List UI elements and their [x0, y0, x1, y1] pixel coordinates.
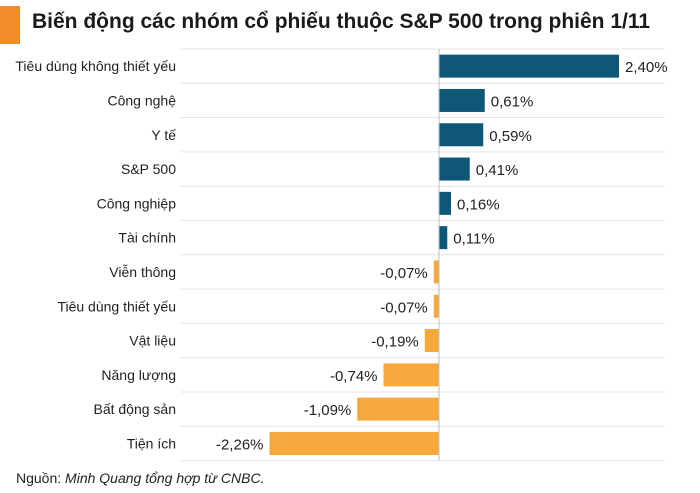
- category-label: Tiêu dùng thiết yếu: [57, 298, 176, 314]
- bar: [439, 88, 485, 112]
- bar: [439, 226, 448, 250]
- category-label: Y tế: [151, 127, 176, 143]
- category-label: Công nghệ: [107, 92, 176, 108]
- bar: [439, 54, 619, 78]
- data-label: -1,09%: [304, 402, 352, 419]
- data-label: 0,11%: [453, 231, 494, 248]
- category-label: Vật liệu: [129, 333, 176, 349]
- title-accent-bar: [0, 6, 20, 44]
- category-label: S&P 500: [121, 161, 176, 177]
- category-label: Năng lượng: [101, 367, 176, 383]
- bar: [269, 431, 439, 455]
- source-note: Nguồn: Minh Quang tổng hợp từ CNBC.: [16, 470, 264, 486]
- data-label: -2,26%: [216, 436, 264, 453]
- category-label: Công nghiệp: [97, 195, 177, 211]
- data-label: -0,07%: [380, 299, 428, 316]
- data-label: -0,07%: [380, 265, 428, 282]
- category-label: Viễn thông: [109, 264, 176, 280]
- data-label: 0,41%: [476, 162, 519, 179]
- bar: [424, 329, 439, 353]
- bar: [439, 123, 484, 147]
- data-label: 0,59%: [489, 128, 532, 145]
- bar: [433, 294, 439, 318]
- data-label: -0,19%: [371, 334, 419, 351]
- category-label: Bất động sản: [93, 401, 176, 417]
- bar: [357, 397, 439, 421]
- bar: [383, 363, 439, 387]
- bar: [439, 157, 470, 181]
- category-label: Tiện ích: [127, 435, 176, 451]
- source-text: Minh Quang tổng hợp từ CNBC.: [65, 470, 265, 486]
- data-label: 2,40%: [625, 59, 668, 76]
- category-label: Tài chính: [118, 230, 176, 246]
- source-prefix: Nguồn:: [16, 470, 66, 486]
- bar: [439, 191, 451, 215]
- bar: [433, 260, 439, 284]
- data-label: -0,74%: [330, 368, 378, 385]
- data-label: 0,16%: [457, 196, 500, 213]
- chart-title: Biến động các nhóm cổ phiếu thuộc S&P 50…: [32, 10, 651, 33]
- data-label: 0,61%: [491, 93, 534, 110]
- category-label: Tiêu dùng không thiết yếu: [15, 58, 176, 74]
